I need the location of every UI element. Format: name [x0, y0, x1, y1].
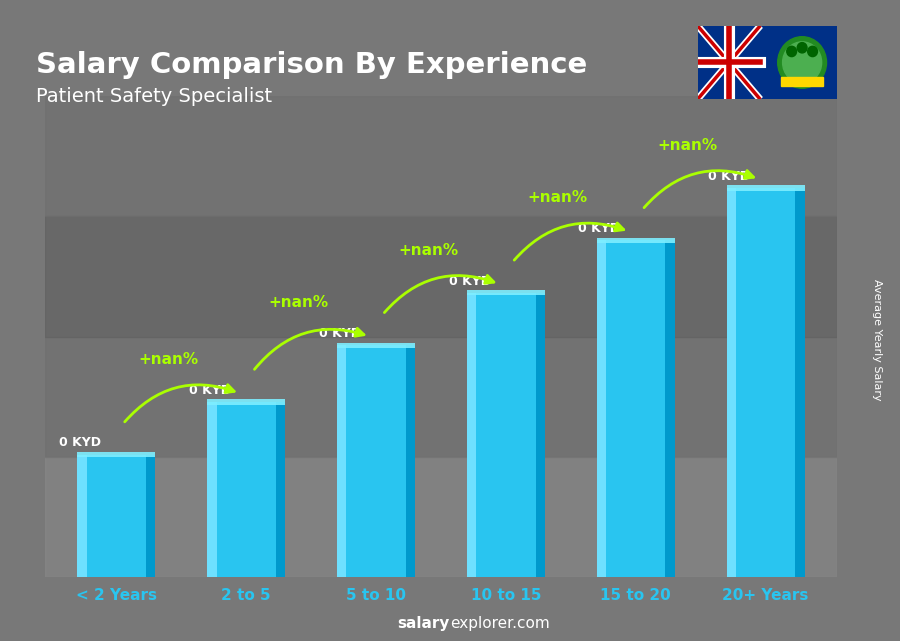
Text: +nan%: +nan%: [398, 243, 458, 258]
Text: Average Yearly Salary: Average Yearly Salary: [872, 279, 883, 401]
Bar: [536, 293, 544, 577]
Bar: [45, 337, 837, 456]
Text: 0 KYD: 0 KYD: [319, 327, 361, 340]
Bar: [338, 345, 346, 577]
Bar: [726, 188, 736, 577]
Text: 0 KYD: 0 KYD: [189, 384, 231, 397]
Bar: [45, 216, 837, 337]
Circle shape: [787, 46, 796, 56]
Bar: [77, 452, 156, 457]
Text: explorer.com: explorer.com: [450, 617, 550, 631]
Text: +nan%: +nan%: [527, 190, 588, 205]
Bar: [597, 240, 675, 577]
Text: Salary Comparison By Experience: Salary Comparison By Experience: [36, 51, 587, 79]
Text: 0 KYD: 0 KYD: [448, 274, 490, 288]
Bar: [338, 343, 415, 348]
Bar: [597, 238, 675, 243]
Text: 0 KYD: 0 KYD: [579, 222, 620, 235]
Bar: [796, 188, 805, 577]
Bar: [597, 240, 607, 577]
Text: Patient Safety Specialist: Patient Safety Specialist: [36, 87, 272, 106]
Bar: [77, 454, 156, 577]
Text: +nan%: +nan%: [139, 352, 198, 367]
Bar: [467, 290, 544, 296]
Bar: [665, 240, 675, 577]
Circle shape: [807, 46, 817, 56]
Text: +nan%: +nan%: [268, 296, 328, 310]
Text: 0 KYD: 0 KYD: [708, 170, 751, 183]
Bar: [45, 456, 837, 577]
Bar: [467, 293, 544, 577]
Text: 0 KYD: 0 KYD: [59, 437, 101, 449]
Bar: [146, 454, 156, 577]
Text: salary: salary: [398, 617, 450, 631]
Circle shape: [778, 37, 826, 88]
Bar: [207, 402, 217, 577]
Bar: [207, 402, 285, 577]
Text: +nan%: +nan%: [658, 138, 718, 153]
Bar: [467, 293, 476, 577]
Bar: [338, 345, 415, 577]
Bar: [275, 402, 285, 577]
Bar: [207, 399, 285, 404]
Bar: [726, 185, 805, 190]
Circle shape: [783, 42, 822, 83]
Bar: [77, 454, 86, 577]
Circle shape: [797, 42, 807, 53]
Bar: [781, 77, 824, 86]
Bar: [406, 345, 415, 577]
Bar: [45, 96, 837, 216]
Bar: [726, 188, 805, 577]
